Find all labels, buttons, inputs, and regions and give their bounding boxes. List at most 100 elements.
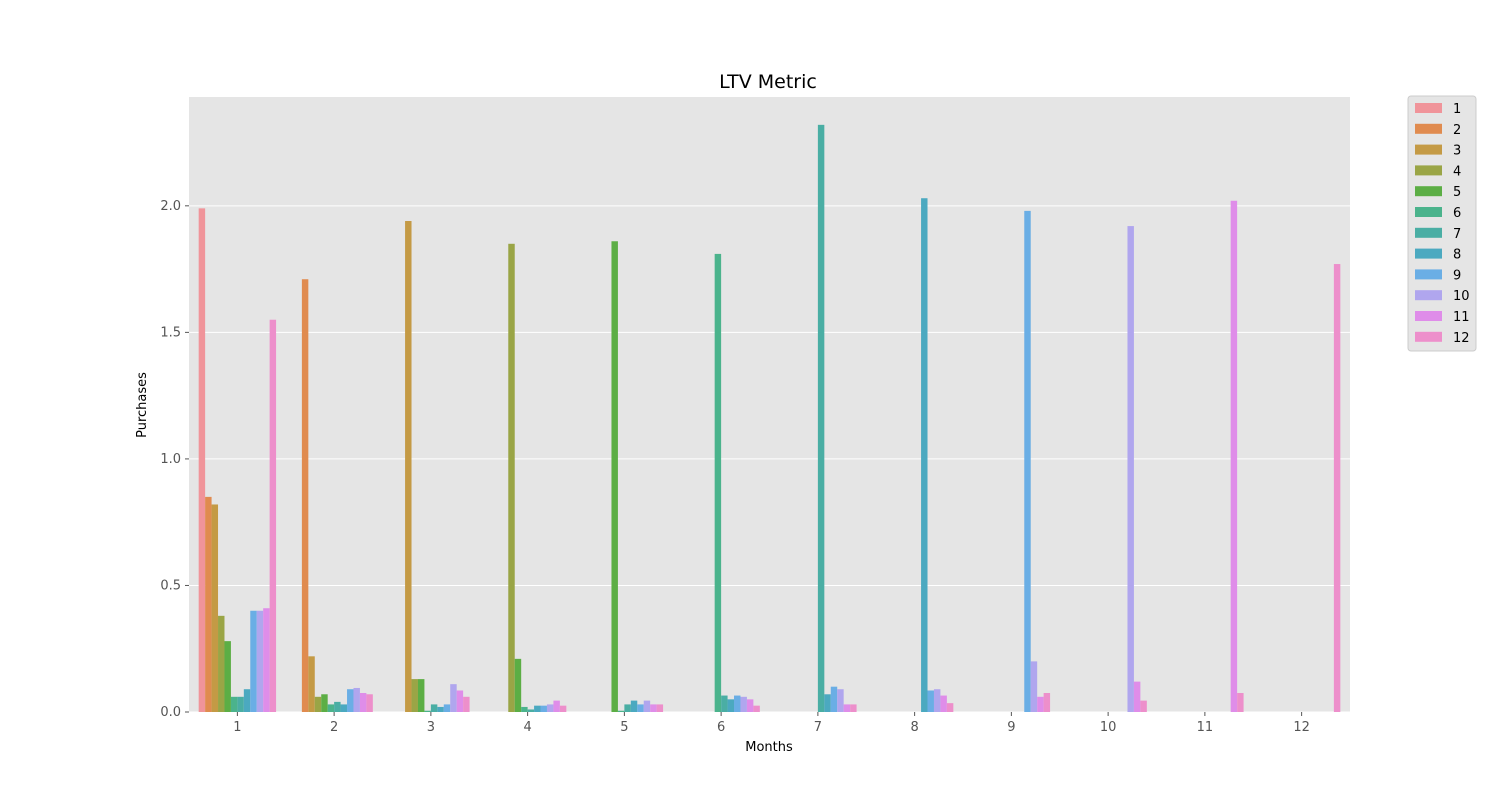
legend-swatch-7 [1415, 227, 1442, 238]
bar-month-5-series-10 [643, 700, 651, 712]
legend-label-3: 3 [1453, 144, 1461, 159]
bar-month-7-series-9 [830, 686, 838, 712]
chart-title: LTV Metric [719, 71, 817, 93]
y-axis: 0.0 0.5 1.0 1.5 2.0 [160, 199, 189, 720]
bar-month-4-series-4 [508, 243, 515, 713]
bar-month-4-series-9 [540, 705, 547, 712]
bar-month-2-series-9 [347, 689, 354, 712]
x-tick-label: 1 [233, 720, 241, 735]
bar-month-2-series-12 [366, 694, 373, 712]
bar-month-2-series-11 [359, 693, 367, 712]
bar-month-8-series-11 [940, 695, 947, 712]
bar-month-3-series-11 [456, 690, 464, 712]
bar-month-2-series-4 [314, 696, 322, 712]
bar-month-6-series-9 [734, 695, 741, 712]
x-tick-label: 2 [330, 720, 338, 735]
y-axis-title: Purchases [135, 372, 150, 438]
legend-swatch-9 [1415, 269, 1442, 280]
bar-month-1-series-8 [243, 689, 251, 712]
bar-month-4-series-7 [527, 709, 535, 712]
x-tick-label: 11 [1197, 720, 1214, 735]
bar-month-1-series-12 [269, 319, 277, 712]
bar-month-1-series-9 [250, 610, 257, 712]
x-tick-label: 6 [717, 720, 725, 735]
bar-month-4-series-5 [514, 658, 522, 712]
x-axis-title: Months [745, 740, 793, 755]
bar-month-5-series-11 [650, 704, 657, 712]
bars [198, 124, 1341, 713]
bar-month-10-series-12 [1140, 700, 1147, 712]
bar-month-3-series-5 [417, 679, 425, 712]
bar-month-6-series-12 [753, 705, 760, 712]
bar-month-1-series-11 [263, 608, 270, 712]
bar-month-5-series-12 [656, 704, 664, 712]
bar-month-1-series-6 [230, 696, 238, 712]
gridlines [189, 205, 1350, 713]
legend-label-4: 4 [1453, 164, 1461, 179]
bar-month-8-series-8 [921, 198, 928, 713]
legend-swatch-5 [1415, 186, 1442, 197]
bar-month-9-series-12 [1043, 693, 1051, 712]
bar-month-2-series-6 [327, 704, 335, 712]
y-tick-label: 2.0 [160, 199, 181, 214]
bar-month-6-series-8 [727, 699, 735, 712]
bar-month-8-series-12 [946, 703, 954, 712]
legend-label-2: 2 [1453, 123, 1461, 138]
bar-month-12-series-12 [1333, 264, 1341, 712]
bar-month-1-series-4 [218, 615, 225, 712]
y-tick-label: 1.5 [160, 325, 181, 340]
x-axis: 1 2 3 4 5 6 7 8 9 10 11 12 [233, 712, 1310, 735]
legend-label-8: 8 [1453, 248, 1461, 263]
legend-label-10: 10 [1453, 289, 1470, 304]
legend-label-6: 6 [1453, 206, 1461, 221]
legend-swatch-3 [1415, 144, 1442, 155]
bar-month-3-series-3 [405, 221, 412, 712]
bar-month-5-series-6 [617, 710, 625, 712]
bar-month-7-series-8 [824, 694, 831, 712]
bar-month-4-series-8 [534, 705, 541, 712]
legend-swatch-4 [1415, 165, 1442, 176]
bar-month-2-series-7 [334, 701, 341, 712]
legend-swatch-12 [1415, 331, 1442, 342]
bar-month-4-series-11 [553, 700, 560, 712]
legend-label-5: 5 [1453, 185, 1461, 200]
x-tick-label: 4 [523, 720, 531, 735]
bar-month-1-series-3 [211, 504, 219, 712]
legend-swatch-8 [1415, 248, 1442, 259]
bar-month-9-series-11 [1037, 696, 1044, 712]
legend-swatch-11 [1415, 311, 1442, 321]
legend-label-12: 12 [1453, 331, 1470, 346]
legend-swatch-1 [1415, 103, 1442, 113]
y-tick-label: 1.0 [160, 452, 181, 467]
x-tick-label: 5 [620, 720, 628, 735]
legend-swatch-10 [1415, 290, 1442, 301]
legend-label-1: 1 [1453, 102, 1461, 117]
bar-month-2-series-3 [308, 656, 315, 712]
bar-month-10-series-10 [1127, 226, 1134, 712]
bar-month-7-series-10 [837, 689, 844, 712]
bar-month-4-series-10 [546, 704, 554, 712]
legend-label-9: 9 [1453, 268, 1461, 283]
bar-month-9-series-10 [1030, 661, 1038, 712]
x-tick-label: 10 [1100, 720, 1117, 735]
bar-month-5-series-8 [630, 700, 638, 712]
bar-month-2-series-2 [301, 279, 309, 712]
bar-month-2-series-5 [321, 694, 328, 712]
legend-label-7: 7 [1453, 227, 1461, 242]
bar-month-5-series-5 [611, 241, 618, 712]
legend-swatch-2 [1415, 123, 1442, 134]
bar-month-1-series-7 [237, 696, 244, 712]
bar-month-3-series-6 [424, 710, 431, 712]
bar-month-4-series-12 [559, 705, 567, 712]
bar-month-3-series-8 [437, 706, 444, 712]
bar-month-1-series-2 [205, 496, 212, 712]
bar-month-1-series-1 [198, 208, 206, 713]
bar-month-7-series-7 [817, 124, 825, 713]
bar-month-5-series-7 [624, 704, 631, 712]
bar-month-11-series-11 [1230, 200, 1238, 712]
bar-month-8-series-10 [933, 689, 941, 712]
bar-month-6-series-10 [740, 696, 747, 712]
bar-month-11-series-12 [1237, 693, 1244, 712]
